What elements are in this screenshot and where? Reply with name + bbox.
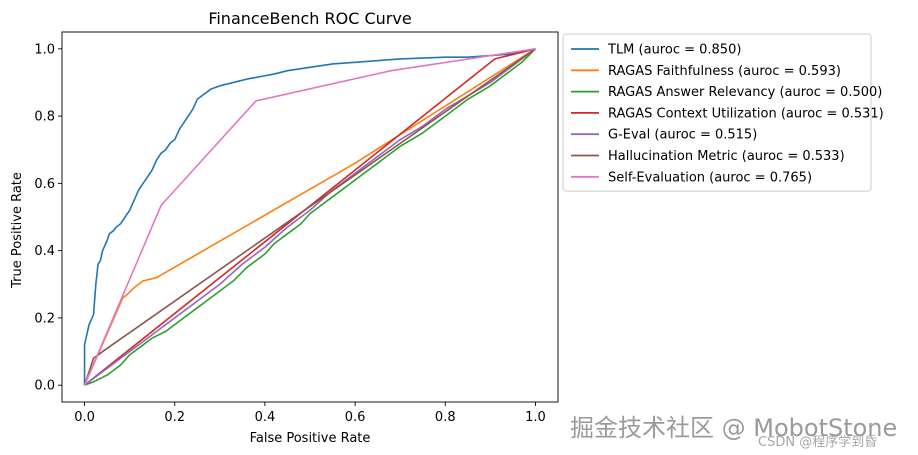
x-tick-label: 0.8 [435,410,456,425]
series-line-2 [84,48,537,386]
legend-entry: RAGAS Answer Relevancy (auroc = 0.500) [608,85,882,100]
watermark-sub: CSDN @程序学到昏 [758,435,878,450]
y-tick-label: 0.4 [34,244,55,259]
x-tick-label: 0.4 [255,410,276,425]
x-tick-label: 0.6 [345,410,366,425]
legend-entry: RAGAS Context Utilization (auroc = 0.531… [608,106,884,121]
plot-area: 0.0 0.2 0.4 0.6 0.8 1.0 0.0 0.2 0.4 0.6 0.8 1.0 [34,31,559,425]
legend-entry: RAGAS Faithfulness (auroc = 0.593) [608,64,841,79]
y-tick-label: 0.2 [34,311,55,326]
legend-entry: G-Eval (auroc = 0.515) [608,128,757,143]
chart-title: FinanceBench ROC Curve [208,9,411,28]
legend-entry: TLM (auroc = 0.850) [607,43,741,58]
watermark-main: 掘金技术社区 @ MobotStone [570,414,898,442]
y-tick-label: 1.0 [34,42,55,57]
x-tick-label: 1.0 [525,410,546,425]
y-tick-label: 0.8 [34,110,55,125]
y-tick-label: 0.0 [34,379,55,394]
series-line-6 [83,48,536,386]
x-axis-label: False Positive Rate [250,431,371,446]
legend-entry: Self-Evaluation (auroc = 0.765) [608,170,812,185]
legend: TLM (auroc = 0.850) RAGAS Faithfulness (a… [562,33,884,192]
legend-entry: Hallucination Metric (auroc = 0.533) [608,149,845,164]
series-line-4 [84,48,536,386]
y-axis-label: True Positive Rate [10,172,25,289]
series-line-0 [83,48,536,386]
x-tick-label: 0.2 [164,410,185,425]
x-tick-label: 0.0 [74,410,95,425]
series-line-3 [84,48,536,386]
plot-frame [61,31,559,403]
y-tick-label: 0.6 [34,177,55,192]
legend-box [562,33,872,192]
series-line-1 [83,48,536,386]
